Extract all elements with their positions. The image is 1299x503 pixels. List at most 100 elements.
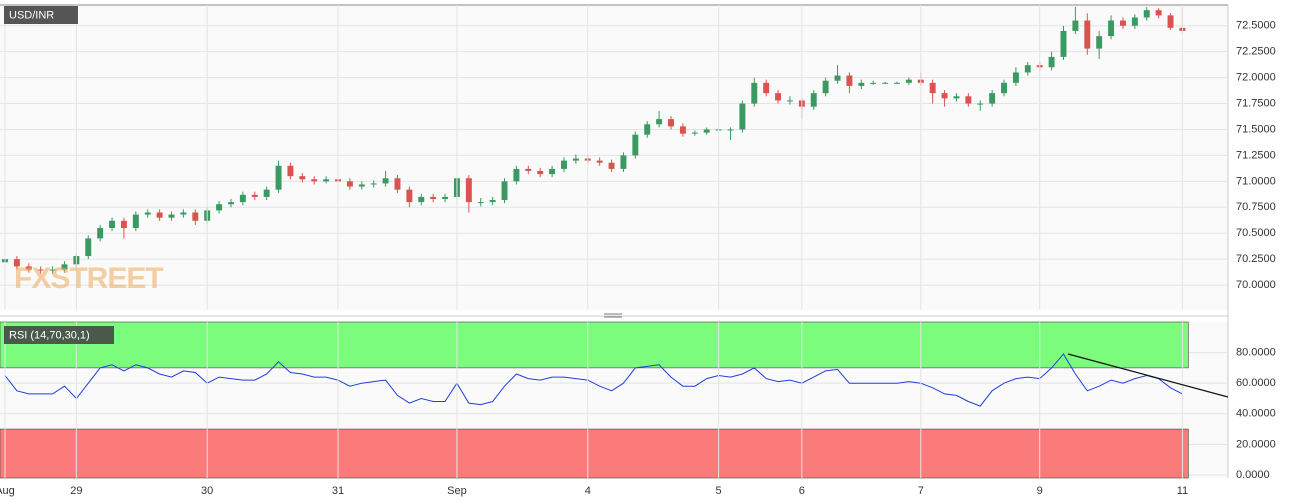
candle-body bbox=[1024, 65, 1031, 73]
candle-body bbox=[1001, 82, 1008, 94]
candle-body bbox=[620, 155, 627, 169]
overbought-zone bbox=[0, 321, 1189, 369]
y-tick-label: 71.0000 bbox=[1236, 175, 1276, 187]
candle-body bbox=[822, 80, 829, 94]
y-tick-label: 40.0000 bbox=[1236, 408, 1276, 420]
candle-body bbox=[691, 132, 698, 134]
candle-body bbox=[858, 82, 865, 86]
candle-body bbox=[109, 220, 116, 229]
candle-body bbox=[477, 202, 484, 204]
y-tick-label: 71.2500 bbox=[1236, 149, 1276, 161]
x-tick-label: 7 bbox=[918, 485, 924, 497]
candle-body bbox=[703, 129, 710, 133]
candle-body bbox=[239, 194, 246, 203]
candle-body bbox=[882, 82, 889, 84]
y-tick-label: 72.0000 bbox=[1236, 72, 1276, 84]
candle-body bbox=[870, 82, 877, 84]
candle-body bbox=[786, 100, 793, 102]
candle-body bbox=[442, 196, 449, 199]
candle-body bbox=[263, 189, 270, 197]
candle-body bbox=[989, 93, 996, 104]
x-tick-label: 11 bbox=[1177, 485, 1188, 497]
candle-body bbox=[85, 238, 92, 257]
candle-body bbox=[287, 165, 294, 177]
candle-body bbox=[1143, 10, 1150, 18]
candle-body bbox=[25, 266, 32, 270]
candle-body bbox=[311, 179, 318, 182]
candle-body bbox=[679, 126, 686, 134]
candle-body bbox=[846, 75, 853, 86]
candle-body bbox=[894, 82, 900, 84]
candle-body bbox=[299, 176, 306, 180]
y-tick-label: 80.0000 bbox=[1236, 346, 1276, 358]
y-tick-label: 72.5000 bbox=[1236, 20, 1276, 32]
candle-body bbox=[727, 129, 734, 131]
oversold-zone bbox=[0, 428, 1189, 479]
candle-body bbox=[953, 96, 960, 99]
candle-body bbox=[632, 134, 639, 156]
candle-body bbox=[144, 212, 151, 215]
rsi-badge bbox=[4, 326, 114, 344]
x-tick-label: 4 bbox=[585, 485, 591, 497]
candle-body bbox=[739, 103, 746, 130]
candle-body bbox=[1131, 17, 1138, 26]
price-panel bbox=[0, 5, 1228, 310]
candle-body bbox=[644, 124, 651, 135]
y-tick-label: 70.5000 bbox=[1236, 227, 1276, 239]
candle-body bbox=[572, 158, 579, 161]
y-tick-label: 0.0000 bbox=[1236, 469, 1270, 481]
candle-body bbox=[1084, 20, 1091, 49]
candle-body bbox=[751, 82, 758, 104]
x-tick-label: 31 bbox=[332, 485, 344, 497]
layers: 70.000070.250070.500070.750071.000071.25… bbox=[0, 5, 1276, 497]
y-tick-label: 70.7500 bbox=[1236, 201, 1276, 213]
candle-body bbox=[656, 119, 663, 125]
x-tick-label: Sep bbox=[447, 485, 467, 497]
candle-body bbox=[929, 82, 936, 94]
symbol-title: USD/INR bbox=[9, 9, 54, 21]
candle-body bbox=[465, 178, 472, 203]
candle-body bbox=[192, 212, 199, 221]
candle-body bbox=[13, 259, 20, 267]
candle-body bbox=[394, 178, 401, 190]
candle-body bbox=[37, 269, 44, 271]
candle-body bbox=[156, 212, 163, 218]
candle-body bbox=[775, 93, 782, 101]
watermark: FXSTREET bbox=[14, 262, 163, 295]
candle-body bbox=[61, 264, 68, 270]
y-tick-label: 60.0000 bbox=[1236, 377, 1276, 389]
candle-body bbox=[1096, 36, 1103, 49]
y-tick-label: 20.0000 bbox=[1236, 438, 1276, 450]
candle-body bbox=[489, 200, 496, 203]
candle-body bbox=[763, 82, 770, 94]
y-tick-label: 71.7500 bbox=[1236, 97, 1276, 109]
candle-body bbox=[120, 220, 127, 229]
candle-body bbox=[596, 160, 603, 163]
candle-body bbox=[1155, 10, 1162, 16]
y-tick-label: 71.5000 bbox=[1236, 123, 1276, 135]
candle-body bbox=[977, 103, 984, 105]
candle-body bbox=[549, 168, 556, 175]
candle-body bbox=[1119, 20, 1126, 26]
x-tick-label: 29 bbox=[70, 485, 82, 497]
rsi-line bbox=[4, 353, 1183, 407]
candle-body bbox=[132, 214, 139, 229]
y-tick-label: 70.0000 bbox=[1236, 279, 1276, 291]
candle-body bbox=[251, 194, 258, 197]
y-tick-label: 70.2500 bbox=[1236, 253, 1276, 265]
y-tick-label: 72.2500 bbox=[1236, 46, 1276, 58]
candle-body bbox=[1048, 56, 1055, 68]
x-tick-label: Aug bbox=[0, 485, 15, 497]
candle-body bbox=[513, 168, 520, 182]
resize-handle[interactable] bbox=[604, 313, 622, 318]
candle-body bbox=[501, 181, 508, 201]
candle-body bbox=[1072, 20, 1079, 31]
candle-body bbox=[323, 179, 330, 182]
candle-body bbox=[418, 196, 425, 203]
candle-body bbox=[537, 170, 544, 175]
candle-body bbox=[905, 79, 912, 83]
candle-body bbox=[358, 184, 365, 187]
candle-body bbox=[1060, 30, 1067, 57]
candle-body bbox=[525, 168, 532, 171]
candle-body bbox=[430, 196, 437, 199]
